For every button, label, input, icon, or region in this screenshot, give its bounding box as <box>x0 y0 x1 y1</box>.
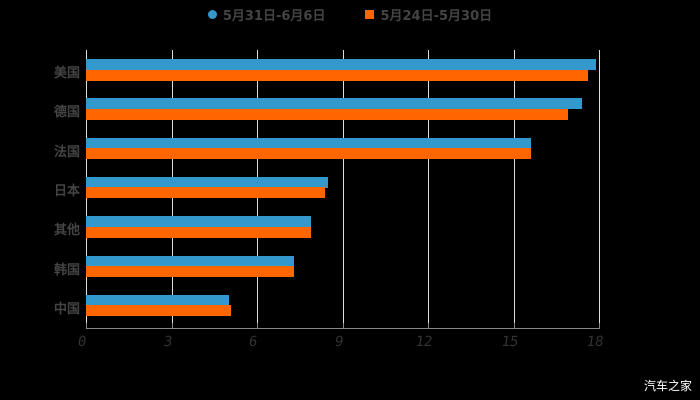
y-category-label: 其他 <box>53 223 80 239</box>
x-tick <box>342 323 344 329</box>
gridline <box>342 50 344 325</box>
x-tick-label: 9 <box>333 334 344 350</box>
bar[interactable] <box>86 59 597 70</box>
x-tick <box>599 323 600 329</box>
plot-area <box>86 50 600 325</box>
bar[interactable] <box>86 148 531 160</box>
y-category-label: 韩国 <box>53 262 80 278</box>
bar[interactable] <box>86 176 329 188</box>
bar[interactable] <box>86 108 568 120</box>
legend-item-week2[interactable]: 5月24日-5月30日 <box>365 4 492 24</box>
x-tick <box>86 323 87 329</box>
legend-label: 5月31日-6月6日 <box>222 8 326 24</box>
bar[interactable] <box>86 255 295 267</box>
x-tick-label: 0 <box>76 334 88 350</box>
y-category-label: 美国 <box>53 66 80 81</box>
x-tick-label: 18 <box>585 334 605 350</box>
y-category-label: 日本 <box>53 183 80 199</box>
x-tick <box>257 323 258 329</box>
x-tick <box>171 323 173 329</box>
gridline <box>428 50 429 325</box>
bar[interactable] <box>86 216 312 228</box>
y-category-label: 德国 <box>53 105 80 121</box>
bar[interactable] <box>86 69 588 81</box>
bar[interactable] <box>86 187 326 199</box>
bar[interactable] <box>86 266 295 277</box>
x-tick-label: 12 <box>414 334 434 350</box>
legend-item-week1[interactable]: 5月31日-6月6日 <box>207 4 326 24</box>
gridline <box>513 50 515 325</box>
x-tick-label: 15 <box>499 334 520 350</box>
x-tick-label: 3 <box>162 334 173 350</box>
x-tick <box>513 323 515 329</box>
y-category-label: 中国 <box>53 301 80 317</box>
chart-legend: 5月31日-6月6日 5月24日-5月30日 <box>0 4 700 24</box>
legend-circle-icon <box>207 9 217 19</box>
bar[interactable] <box>86 98 582 110</box>
x-tick-label: 6 <box>247 334 259 350</box>
bar[interactable] <box>86 305 232 317</box>
bar[interactable] <box>86 226 312 238</box>
x-tick <box>428 323 429 329</box>
watermark: 汽车之家 <box>643 379 692 393</box>
legend-label: 5月24日-5月30日 <box>380 8 493 24</box>
legend-square-icon <box>365 9 375 19</box>
bar[interactable] <box>86 294 229 306</box>
bar[interactable] <box>86 137 531 149</box>
y-category-label: 法国 <box>53 144 80 160</box>
gridline <box>599 50 600 325</box>
